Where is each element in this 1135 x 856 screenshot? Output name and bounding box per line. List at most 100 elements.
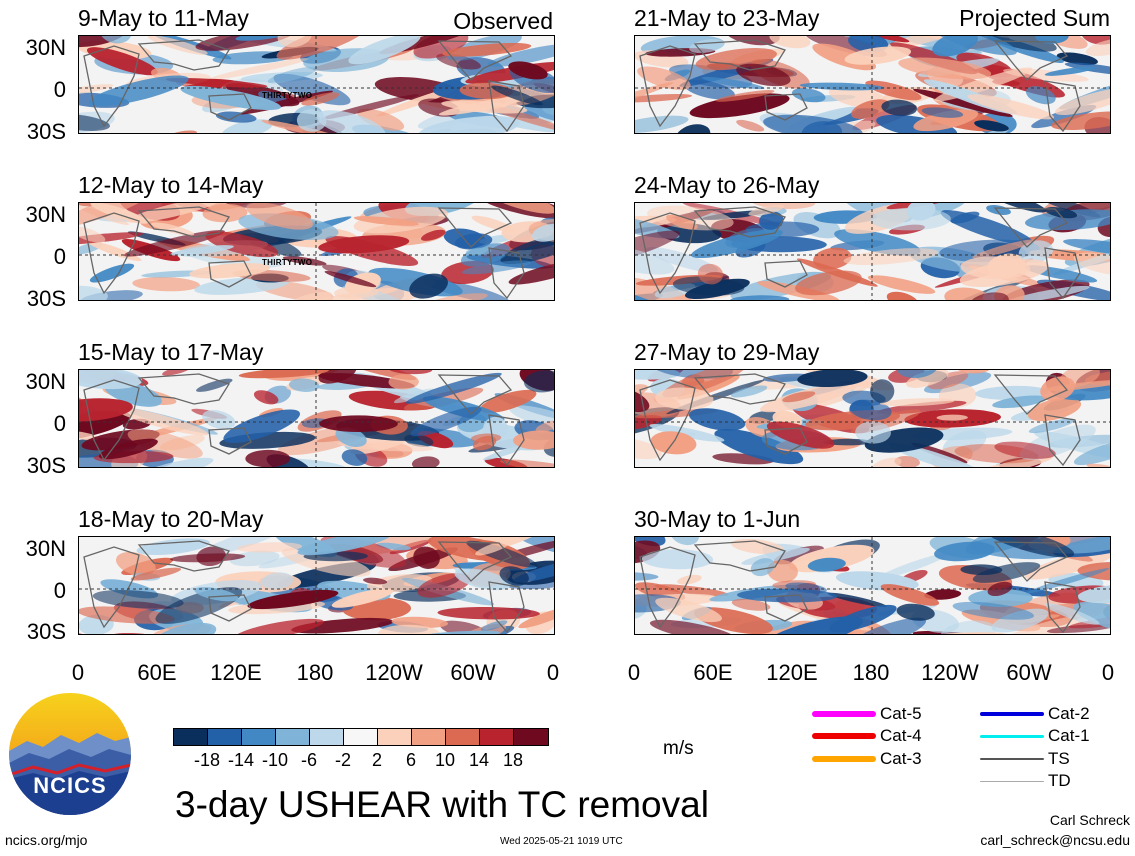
shear-field-blob: [876, 400, 967, 415]
shear-field-blob: [886, 291, 919, 300]
lat-label-30n: 30N: [25, 536, 66, 561]
shear-field-blob: [635, 386, 650, 413]
legend-item-cat1: Cat-1: [980, 726, 1090, 746]
shear-field-blob: [637, 66, 691, 90]
shear-field-blob: [148, 36, 208, 55]
coastline: [488, 80, 525, 133]
shear-field-blob: [1077, 561, 1110, 581]
shear-field-blob: [301, 92, 340, 106]
coastline: [639, 45, 696, 128]
colorbar-tick-label: -18: [193, 750, 221, 770]
legend-label: Cat-4: [880, 726, 922, 745]
shear-map-27may: [634, 369, 1111, 468]
coastline: [137, 206, 230, 238]
footer-url[interactable]: ncics.org/mjo: [5, 832, 88, 848]
shear-field-blob: [402, 630, 500, 634]
shear-field-blob: [730, 385, 768, 398]
shear-field-blob: [729, 295, 790, 300]
shear-field-blob: [1055, 88, 1110, 116]
shear-field-blob: [1027, 397, 1082, 422]
shear-field-blob: [413, 36, 469, 59]
shear-field-blob: [911, 442, 968, 464]
legend-label: Cat-1: [1048, 726, 1090, 745]
lat-label-eq: 0: [53, 578, 66, 603]
storm-track-label: THIRTYTWO: [262, 91, 313, 100]
shear-field-blob: [870, 207, 951, 231]
cat2-line: [980, 712, 1044, 716]
lon-label-120w: 120W: [365, 660, 423, 685]
shear-field-blob: [479, 389, 537, 413]
td-line: [980, 780, 1044, 782]
coastline: [488, 247, 525, 300]
shear-field-blob: [870, 379, 895, 403]
shear-field-blob: [714, 428, 804, 465]
lat-label-30n: 30N: [25, 202, 66, 227]
shear-field-blob: [715, 90, 775, 102]
shear-field-blob: [1073, 252, 1110, 276]
logo-text: NCICS: [33, 773, 107, 798]
shear-field-blob: [267, 66, 318, 84]
shear-map-12may: [78, 202, 555, 301]
shear-field-blob: [418, 115, 520, 133]
shear-field-blob: [288, 378, 320, 392]
cat5-line: [812, 711, 876, 717]
shear-field-blob: [247, 589, 339, 610]
shear-map-9may: [78, 35, 555, 134]
shear-field-blob: [635, 245, 675, 275]
shear-field-blob: [388, 374, 419, 390]
shear-field-blob: [944, 287, 993, 300]
footer-timestamp: Wed 2025-05-21 1019 UTC: [500, 836, 623, 847]
shear-field-blob: [813, 247, 852, 270]
shear-field-blob: [987, 581, 1013, 597]
shear-field-blob: [960, 455, 1054, 467]
shear-field-blob: [89, 263, 135, 283]
shear-field-blob: [113, 406, 209, 436]
shear-field-blob: [341, 449, 368, 466]
shear-field-blob: [297, 537, 393, 556]
coastline: [993, 207, 1069, 248]
shear-field-blob: [960, 256, 1031, 280]
lon-label-180: 180: [296, 660, 334, 685]
shear-field-blob: [635, 415, 663, 430]
shear-field-blob: [170, 245, 234, 256]
shear-field-blob: [987, 203, 1047, 213]
shear-field-blob: [924, 589, 962, 600]
shear-field-blob: [730, 538, 785, 555]
shear-field-blob: [331, 588, 394, 608]
shear-field-blob: [871, 457, 902, 467]
shear-field-blob: [318, 235, 410, 254]
shear-field-blob: [500, 232, 554, 264]
shear-field-blob: [442, 42, 532, 57]
cat1-line: [980, 734, 1044, 738]
lon-label-0-end: 0: [1101, 660, 1115, 685]
shear-field-blob: [1085, 37, 1110, 57]
coastline: [1044, 80, 1081, 133]
shear-field-blob: [724, 36, 780, 46]
shear-field-blob: [635, 370, 681, 380]
shear-field-blob: [1025, 209, 1110, 231]
shear-field-blob: [883, 36, 979, 50]
shear-field-blob: [986, 204, 1011, 216]
shear-field-blob: [99, 36, 132, 44]
coastline: [764, 93, 808, 121]
shear-field-blob: [261, 120, 341, 133]
coastline: [1044, 247, 1081, 300]
footer-email[interactable]: carl_schreck@ncsu.edu: [980, 832, 1130, 848]
shear-field-blob: [79, 113, 110, 131]
panel-title: 24-May to 26-May: [634, 172, 820, 198]
shear-field-blob: [791, 88, 826, 103]
colorbar-swatch: [276, 729, 310, 745]
shear-field-blob: [353, 216, 419, 226]
lon-label-180: 180: [852, 660, 890, 685]
shear-field-blob: [691, 229, 783, 259]
shear-field-blob: [413, 546, 440, 569]
shear-field-blob: [994, 441, 1056, 459]
lon-label-60e: 60E: [137, 660, 177, 685]
coastline: [437, 374, 513, 415]
shear-field-blob: [880, 398, 955, 407]
coastline: [764, 427, 808, 455]
shear-field-blob: [98, 438, 158, 460]
shear-map-15may: [78, 369, 555, 468]
lat-label-30n: 30N: [25, 35, 66, 60]
shear-field-blob: [417, 430, 454, 449]
